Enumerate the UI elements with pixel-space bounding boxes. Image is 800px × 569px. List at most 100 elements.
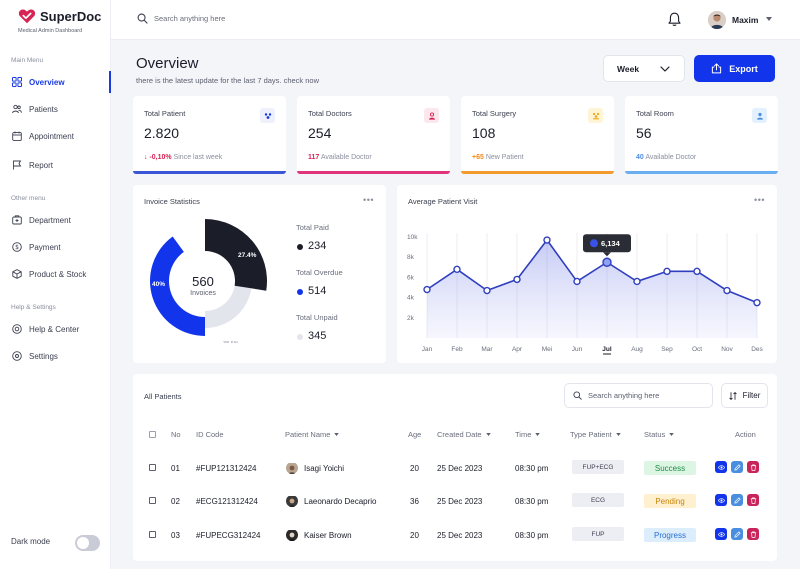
sidebar-item-product-stock[interactable]: Product & Stock xyxy=(0,263,111,285)
view-button[interactable] xyxy=(715,461,727,473)
x-tick-label[interactable]: Jul xyxy=(602,346,612,353)
donut-hole xyxy=(176,252,234,310)
sidebar-item-label: Help & Center xyxy=(29,324,80,334)
row-checkbox[interactable] xyxy=(149,464,156,471)
stat-card-surgery[interactable]: Total Surgery 108 +65 New Patient xyxy=(461,96,614,174)
caret-down-icon[interactable] xyxy=(766,17,772,21)
sidebar-item-patients[interactable]: Patients xyxy=(0,98,111,120)
sidebar-item-label: Department xyxy=(29,215,71,225)
legend-value-unpaid: 345 xyxy=(308,330,327,342)
view-button[interactable] xyxy=(715,528,727,540)
sidebar-item-overview[interactable]: Overview xyxy=(0,71,111,93)
data-point[interactable] xyxy=(543,236,551,244)
bell-icon[interactable] xyxy=(668,12,681,27)
select-all-checkbox[interactable] xyxy=(149,431,156,438)
patient-avatar xyxy=(286,462,298,474)
edit-button[interactable] xyxy=(731,494,743,506)
sidebar-item-help-center[interactable]: Help & Center xyxy=(0,318,111,340)
stat-card-doctors[interactable]: Total Doctors 254 117 Available Doctor xyxy=(297,96,450,174)
period-value: Week xyxy=(617,63,640,74)
column-header-age: Age xyxy=(408,430,422,439)
row-id-code: #FUP121312424 xyxy=(196,464,257,473)
data-point[interactable] xyxy=(602,257,612,267)
export-button[interactable]: Export xyxy=(694,55,775,82)
data-point[interactable] xyxy=(423,285,431,294)
stat-accent-bar xyxy=(133,171,286,174)
data-point[interactable] xyxy=(633,277,641,286)
column-header-name[interactable]: Patient Name xyxy=(285,430,340,439)
room-icon xyxy=(752,108,767,123)
data-point[interactable] xyxy=(573,277,581,286)
row-checkbox[interactable] xyxy=(149,531,156,538)
pencil-icon xyxy=(733,530,741,538)
data-point[interactable] xyxy=(693,267,701,276)
edit-button[interactable] xyxy=(731,461,743,473)
data-point[interactable] xyxy=(663,267,671,276)
row-created-date: 25 Dec 2023 xyxy=(437,464,483,473)
period-select[interactable]: Week xyxy=(603,55,685,82)
global-search[interactable]: Search anything here xyxy=(137,13,225,24)
donut-slice-total-unpaid[interactable] xyxy=(205,285,252,328)
edit-button[interactable] xyxy=(731,528,743,540)
patient-visit-line-chart: 10k 8k 6k 4k 2k Jan Feb Mar Apr Mei Jun Jul Aug Sep Oc… xyxy=(407,233,764,355)
sort-caret-icon xyxy=(669,433,675,436)
sidebar-item-report[interactable]: Report xyxy=(0,154,111,176)
sort-caret-icon xyxy=(615,433,621,436)
stat-card-room[interactable]: Total Room 56 40 Available Doctor xyxy=(625,96,778,174)
data-point[interactable] xyxy=(753,298,761,307)
pencil-icon xyxy=(733,496,741,504)
donut-slice-total-overdue[interactable] xyxy=(150,236,205,336)
sort-caret-icon xyxy=(485,433,491,436)
column-header-action: Action xyxy=(735,430,756,439)
stat-card-patients[interactable]: Total Patient 2.820 ↓ -0,10% Since last … xyxy=(133,96,286,174)
brand-name: SuperDoc xyxy=(40,8,102,24)
sidebar-item-appointment[interactable]: Appointment xyxy=(0,125,111,147)
view-button[interactable] xyxy=(715,494,727,506)
invoice-total-value: 560 xyxy=(192,274,214,289)
legend-dot-overdue xyxy=(297,289,303,295)
sidebar-item-label: Patients xyxy=(29,104,58,114)
sidebar: SuperDoc Medical Admin Dashboard Main Me… xyxy=(0,0,111,569)
value-tooltip: 6,134 xyxy=(583,234,631,257)
help-icon xyxy=(12,324,22,334)
dark-mode-toggle[interactable] xyxy=(75,535,100,551)
x-tick-label: Feb xyxy=(451,346,463,353)
delete-button[interactable] xyxy=(747,528,759,540)
filter-button[interactable]: Filter xyxy=(721,383,768,408)
row-no: 01 xyxy=(171,464,180,473)
area-fill xyxy=(427,240,757,338)
data-point[interactable] xyxy=(483,286,491,295)
column-header-created-date[interactable]: Created Date xyxy=(437,430,491,439)
user-name[interactable]: Maxim xyxy=(732,15,759,25)
user-avatar[interactable] xyxy=(708,11,726,29)
department-icon xyxy=(12,215,22,225)
x-tick-label: Sep xyxy=(661,346,673,353)
upload-icon xyxy=(712,63,722,74)
page-title: Overview xyxy=(136,55,199,72)
box-icon xyxy=(12,269,22,279)
dark-mode-label: Dark mode xyxy=(11,537,51,546)
sidebar-item-department[interactable]: Department xyxy=(0,209,111,231)
data-point[interactable] xyxy=(453,265,461,274)
column-header-type[interactable]: Type Patient xyxy=(570,430,621,439)
delete-button[interactable] xyxy=(747,494,759,506)
more-options-icon[interactable]: ••• xyxy=(363,195,374,205)
brand-logo[interactable]: SuperDoc xyxy=(18,8,101,24)
legend-label-paid: Total Paid xyxy=(296,223,329,232)
data-point[interactable] xyxy=(513,275,521,284)
delete-button[interactable] xyxy=(747,461,759,473)
column-header-time[interactable]: Time xyxy=(515,430,541,439)
donut-slice-total-paid[interactable] xyxy=(205,219,267,291)
more-options-icon[interactable]: ••• xyxy=(754,195,765,205)
patient-search-input[interactable]: Search anything here xyxy=(564,383,713,408)
data-point[interactable] xyxy=(723,286,731,295)
settings-icon xyxy=(12,351,22,361)
y-tick-label: 4k xyxy=(407,295,415,302)
stat-label: Total Surgery xyxy=(472,109,517,118)
sidebar-item-payment[interactable]: $ Payment xyxy=(0,236,111,258)
column-header-status[interactable]: Status xyxy=(644,430,675,439)
row-checkbox[interactable] xyxy=(149,497,156,504)
page-subtitle: there is the latest update for the last … xyxy=(136,76,320,85)
sidebar-item-settings[interactable]: Settings xyxy=(0,345,111,367)
panel-title: Invoice Statistics xyxy=(144,197,200,206)
